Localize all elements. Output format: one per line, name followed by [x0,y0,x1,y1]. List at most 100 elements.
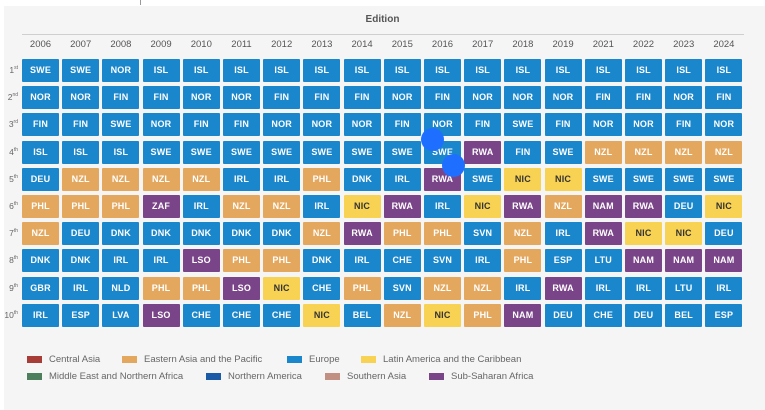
rank-number: 5 [9,173,14,184]
ranking-cell: SVN [424,249,461,273]
year-label: 2010 [190,39,212,50]
rank-label: 9th [2,283,18,293]
ranking-cell: NZL [142,167,180,191]
ranking-cell: SWE [102,113,140,137]
ranking-cell: IRL [343,249,381,273]
ranking-cell: NIC [544,167,582,191]
ranking-cell: SWE [504,113,542,137]
ranking-cell: FIN [182,113,220,137]
rank-label: 8th [2,255,18,265]
ranking-cell: ISL [22,140,59,164]
ranking-cell: NZL [424,276,461,300]
ranking-cell: NOR [263,113,301,137]
ranking-cell: NAM [504,303,542,327]
ranking-cell: NIC [625,222,662,246]
rank-label: 3rd [2,119,18,129]
ranking-cell: NZL [223,195,260,218]
ranking-cell: IRL [102,249,140,273]
ranking-cell: LVA [102,303,140,327]
legend-label: Latin America and the Caribbean [383,354,522,365]
ranking-cell: RWA [625,195,662,218]
ranking-cell: SWE [182,140,220,164]
ranking-cell: CHE [584,303,622,327]
ranking-cell: FIN [383,113,421,137]
ranking-cell: NOR [343,113,381,137]
ranking-cell: DNK [223,222,260,246]
ranking-cell: RWA [383,195,421,218]
rank-label: 5th [2,174,18,184]
ranking-cell: NOR [464,86,502,110]
ranking-cell: ISL [182,59,220,82]
ranking-cell: ESP [705,303,743,327]
year-label: 2013 [311,39,333,50]
ranking-cell: NAM [705,249,743,273]
ranking-cell: SWE [142,140,180,164]
ranking-cell: SWE [464,167,502,191]
ranking-cell: FIN [142,86,180,110]
rank-number: 4 [9,146,14,157]
ranking-cell: IRL [705,276,743,300]
rank-suffix: th [13,173,18,180]
ranking-cell: ISL [705,59,743,82]
ranking-cell: NZL [705,140,743,164]
ranking-cell: PHL [343,276,381,300]
ranking-cell: FIN [263,86,301,110]
ranking-cell: NZL [504,222,542,246]
ranking-cell: DEU [62,222,100,246]
cursor-dot-1 [421,128,444,151]
year-label: 2021 [592,39,614,50]
legend-item: Sub-Saharan Africa [429,371,533,382]
ranking-cell: DNK [263,222,301,246]
ranking-cell: NIC [665,222,703,246]
ranking-cell: ISL [223,59,260,82]
ranking-cell: NOR [223,86,260,110]
rank-suffix: rd [13,119,18,126]
ranking-cell: ESP [544,249,582,273]
legend-swatch [122,356,137,363]
rank-number: 9 [9,282,14,293]
ranking-cell: ISL [263,59,301,82]
rank-label: 2nd [2,92,18,102]
ranking-cell: SWE [665,167,703,191]
ranking-cell: NOR [303,113,341,137]
legend-item: Northern America [206,371,302,382]
ranking-cell: NOR [142,113,180,137]
year-label: 2007 [70,39,92,50]
ranking-cell: RWA [343,222,381,246]
ranking-cell: ISL [544,59,582,82]
ranking-cell: FIN [424,86,461,110]
ranking-cell: SVN [383,276,421,300]
ranking-cell: NOR [182,86,220,110]
ranking-cell: PHL [223,249,260,273]
ranking-cell: PHL [62,195,100,218]
ranking-cell: LTU [665,276,703,300]
ranking-cell: GBR [22,276,59,300]
legend-label: Central Asia [49,354,101,365]
ranking-cell: IRL [464,249,502,273]
ranking-cell: FIN [464,113,502,137]
legend-swatch [206,373,221,380]
ranking-cell: ISL [142,59,180,82]
year-label: 2006 [29,39,52,50]
rank-number: 7 [9,228,14,239]
chart-title: Edition [365,14,400,25]
ranking-cell: IRL [303,195,341,218]
rank-number: 3 [8,119,14,130]
legend-label: Eastern Asia and the Pacific [144,354,263,365]
ranking-cell: ISL [424,59,461,82]
ranking-cell: SWE [625,167,662,191]
ranking-cell: NOR [665,86,703,110]
ranking-cell: RWA [504,195,542,218]
ranking-cell: IRL [625,276,662,300]
ranking-cell: NIC [263,276,301,300]
ranking-cell: FIN [343,86,381,110]
ranking-cell: NZL [625,140,662,164]
ranking-cell: NZL [62,167,100,191]
legend-item: Europe [287,354,340,365]
ranking-cell: PHL [383,222,421,246]
ranking-cell: SWE [303,140,341,164]
ranking-cell: IRL [62,276,100,300]
rank-suffix: nd [12,92,18,99]
ranking-cell: NIC [424,303,461,327]
legend-swatch [27,373,42,380]
